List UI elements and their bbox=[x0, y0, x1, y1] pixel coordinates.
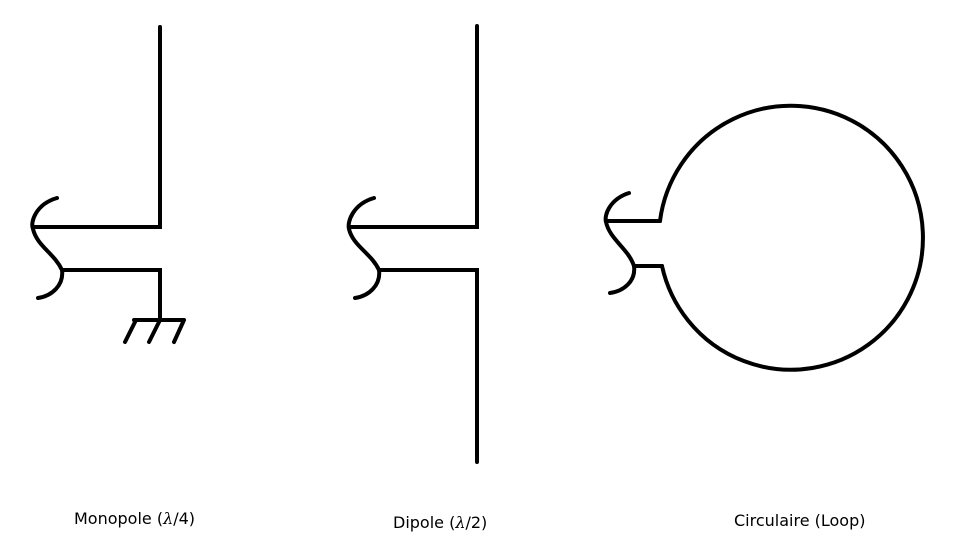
loop-antenna bbox=[603, 103, 925, 372]
monopole-feed-lower bbox=[60, 268, 162, 322]
ground-icon bbox=[123, 318, 186, 344]
monopole-element bbox=[31, 25, 162, 229]
dipole-lower-element bbox=[377, 268, 479, 464]
monopole-connector-icon bbox=[30, 196, 65, 300]
loop-caption: Circulaire (Loop) bbox=[734, 511, 866, 530]
monopole-antenna bbox=[30, 25, 186, 344]
dipole-upper-element bbox=[347, 24, 479, 229]
loop-element bbox=[658, 103, 925, 372]
dipole-connector-icon bbox=[346, 196, 382, 300]
loop-connector-icon bbox=[603, 191, 637, 295]
monopole-caption: Monopole (λ/4) bbox=[74, 509, 196, 528]
dipole-caption: Dipole (λ/2) bbox=[393, 513, 488, 532]
dipole-antenna bbox=[346, 24, 479, 464]
